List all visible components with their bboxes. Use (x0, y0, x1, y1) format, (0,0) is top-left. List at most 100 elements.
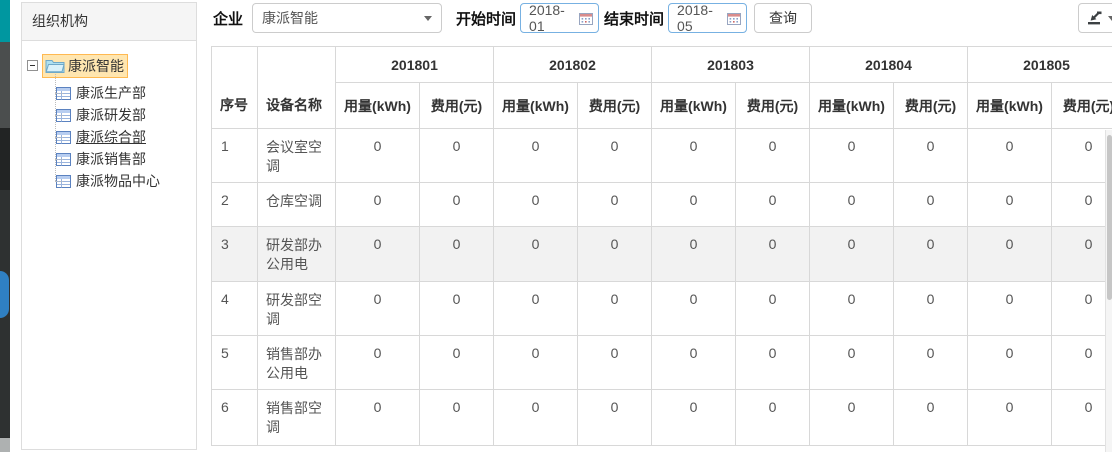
cost-header: 费用(元) (735, 82, 810, 129)
month-header-201802: 201802 (493, 46, 652, 83)
start-time-input[interactable]: 2018-01 (520, 2, 600, 34)
end-time-value: 2018-05 (677, 2, 713, 34)
cell-value: 0 (967, 226, 1052, 282)
tree-node-3[interactable]: 康派销售部 (43, 148, 196, 170)
table-row-6[interactable]: 6 销售部空调 0 0 0 0 0 0 0 0 0 0 (211, 389, 1112, 446)
export-icon (1088, 11, 1102, 25)
table-row-5[interactable]: 5 销售部办公用电 0 0 0 0 0 0 0 0 0 0 (211, 335, 1112, 390)
usage-header: 用量(kWh) (335, 82, 420, 129)
cell-value: 0 (419, 335, 494, 390)
cell-value: 0 (577, 281, 652, 336)
device-column-header: 设备名称 (257, 46, 336, 129)
scrollbar-thumb[interactable] (1107, 135, 1112, 300)
table-head: 序号 设备名称 201801 201802 201803 201804 201805 用量(k… (211, 46, 1112, 129)
cell-device: 会议室空调 (257, 128, 336, 183)
cost-header: 费用(元) (419, 82, 494, 129)
usage-header: 用量(kWh) (967, 82, 1052, 129)
tree-root-label[interactable]: 康派智能 (68, 57, 124, 74)
table-row-2[interactable]: 2 仓库空调 0 0 0 0 0 0 0 0 0 0 (211, 182, 1112, 227)
cell-value: 0 (335, 226, 420, 282)
cell-device: 仓库空调 (257, 182, 336, 227)
cell-value: 0 (1051, 128, 1112, 183)
monthly-energy-table-wrap: 序号 设备名称 201801 201802 201803 201804 201805 用量(k… (211, 46, 1112, 452)
table-body: 1 会议室空调 0 0 0 0 0 0 0 0 0 0 2 仓库空调 0 0 0 0 0 0 0 0 0 0 3 研发部办公用电 0… (211, 128, 1112, 446)
rail-segment (0, 438, 10, 452)
cell-index: 1 (211, 128, 258, 183)
org-tree: 康派智能 康派生产部康派研发部康派综合部康派销售部康派物品中心 (22, 41, 196, 192)
table-row-4[interactable]: 4 研发部空调 0 0 0 0 0 0 0 0 0 0 (211, 281, 1112, 336)
cell-value: 0 (493, 128, 578, 183)
tree-node-label[interactable]: 康派研发部 (76, 107, 146, 123)
tree-node-label[interactable]: 康派销售部 (76, 151, 146, 167)
folder-icon (45, 60, 65, 73)
cell-value: 0 (1051, 389, 1112, 446)
cell-value: 0 (967, 389, 1052, 446)
tree-node-label[interactable]: 康派生产部 (76, 85, 146, 101)
cell-value: 0 (493, 182, 578, 227)
cell-value: 0 (419, 389, 494, 446)
usage-header: 用量(kWh) (493, 82, 578, 129)
grid-icon (56, 174, 71, 188)
cell-device: 销售部办公用电 (257, 335, 336, 390)
cell-index: 5 (211, 335, 258, 390)
cell-value: 0 (419, 128, 494, 183)
grid-icon (56, 108, 71, 122)
cell-value: 0 (651, 335, 736, 390)
grid-icon (56, 130, 71, 144)
cell-value: 0 (809, 335, 894, 390)
cell-value: 0 (735, 335, 810, 390)
enterprise-label: 企业 (213, 10, 244, 28)
query-toolbar: 企业 康派智能 开始时间 2018-01 结束时间 2018-05 (213, 2, 813, 34)
tree-node-label[interactable]: 康派物品中心 (76, 173, 160, 189)
cell-value: 0 (1051, 226, 1112, 282)
cell-index: 2 (211, 182, 258, 227)
cell-value: 0 (735, 226, 810, 282)
export-button[interactable] (1078, 3, 1112, 33)
cell-value: 0 (651, 182, 736, 227)
cell-value: 0 (1051, 281, 1112, 336)
cell-value: 0 (335, 128, 420, 183)
cell-value: 0 (577, 128, 652, 183)
tree-root-node[interactable]: 康派智能 (27, 53, 196, 78)
calendar-icon[interactable] (579, 12, 594, 25)
panel-toggle-handle[interactable] (0, 271, 9, 318)
calendar-icon[interactable] (727, 12, 742, 25)
cell-value: 0 (419, 226, 494, 282)
query-button[interactable]: 查询 (754, 3, 813, 33)
month-header-201804: 201804 (809, 46, 968, 83)
cell-value: 0 (893, 128, 968, 183)
cell-value: 0 (809, 128, 894, 183)
month-header-201801: 201801 (335, 46, 494, 83)
end-time-label: 结束时间 (604, 10, 665, 28)
cost-header: 费用(元) (893, 82, 968, 129)
cell-value: 0 (1051, 335, 1112, 390)
table-row-1[interactable]: 1 会议室空调 0 0 0 0 0 0 0 0 0 0 (211, 128, 1112, 183)
tree-node-4[interactable]: 康派物品中心 (43, 170, 196, 192)
tree-root-selected[interactable]: 康派智能 (42, 53, 128, 78)
tree-node-0[interactable]: 康派生产部 (43, 82, 196, 104)
cost-header: 费用(元) (1051, 82, 1112, 129)
collapse-minus-icon[interactable] (27, 60, 38, 71)
cell-value: 0 (577, 335, 652, 390)
enterprise-select[interactable]: 康派智能 (252, 3, 443, 33)
start-time-value: 2018-01 (529, 2, 565, 34)
end-time-input[interactable]: 2018-05 (668, 2, 748, 34)
cell-value: 0 (735, 182, 810, 227)
cell-value: 0 (577, 226, 652, 282)
tree-node-1[interactable]: 康派研发部 (43, 104, 196, 126)
rail-segment (0, 42, 10, 128)
start-time-label: 开始时间 (456, 10, 517, 28)
cell-value: 0 (493, 281, 578, 336)
vertical-scrollbar[interactable] (1105, 130, 1112, 452)
cell-value: 0 (809, 281, 894, 336)
cell-value: 0 (335, 182, 420, 227)
chevron-down-icon (424, 15, 433, 21)
cell-index: 6 (211, 389, 258, 446)
tree-node-label[interactable]: 康派综合部 (76, 129, 146, 145)
tree-node-2[interactable]: 康派综合部 (43, 126, 196, 148)
index-column-header: 序号 (211, 46, 258, 129)
table-row-3[interactable]: 3 研发部办公用电 0 0 0 0 0 0 0 0 0 0 (211, 226, 1112, 282)
cell-index: 4 (211, 281, 258, 336)
cell-value: 0 (493, 226, 578, 282)
usage-header: 用量(kWh) (809, 82, 894, 129)
